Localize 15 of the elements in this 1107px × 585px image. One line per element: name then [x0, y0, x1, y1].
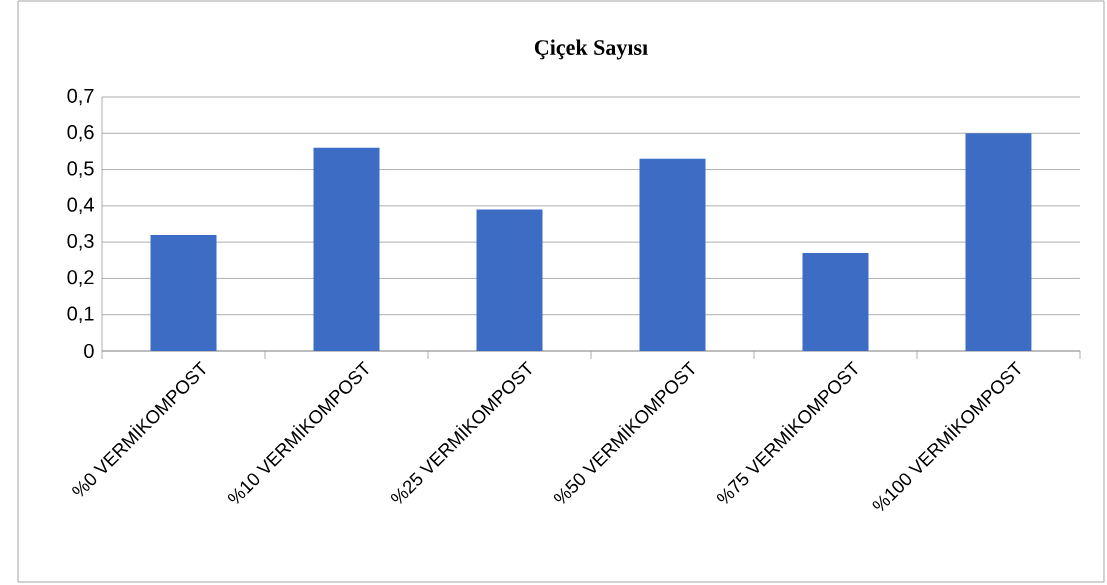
- y-tick-label: 0,1: [67, 306, 94, 323]
- y-tick-label: 0,4: [67, 197, 94, 215]
- y-tick-label: 0,3: [67, 233, 94, 251]
- y-tick-label: 0,7: [67, 88, 94, 106]
- bar: [639, 158, 706, 351]
- y-tick-label: 0: [84, 343, 94, 359]
- bar: [476, 209, 543, 351]
- y-tick-label: 0,5: [67, 161, 94, 178]
- chart-title: Çiçek Sayısı: [534, 39, 648, 60]
- bar: [965, 133, 1032, 351]
- y-tick-label: 0,6: [67, 125, 94, 142]
- bar: [150, 234, 217, 351]
- bar: [802, 253, 869, 351]
- bar: [313, 147, 380, 351]
- y-tick-label: 0,2: [67, 270, 94, 287]
